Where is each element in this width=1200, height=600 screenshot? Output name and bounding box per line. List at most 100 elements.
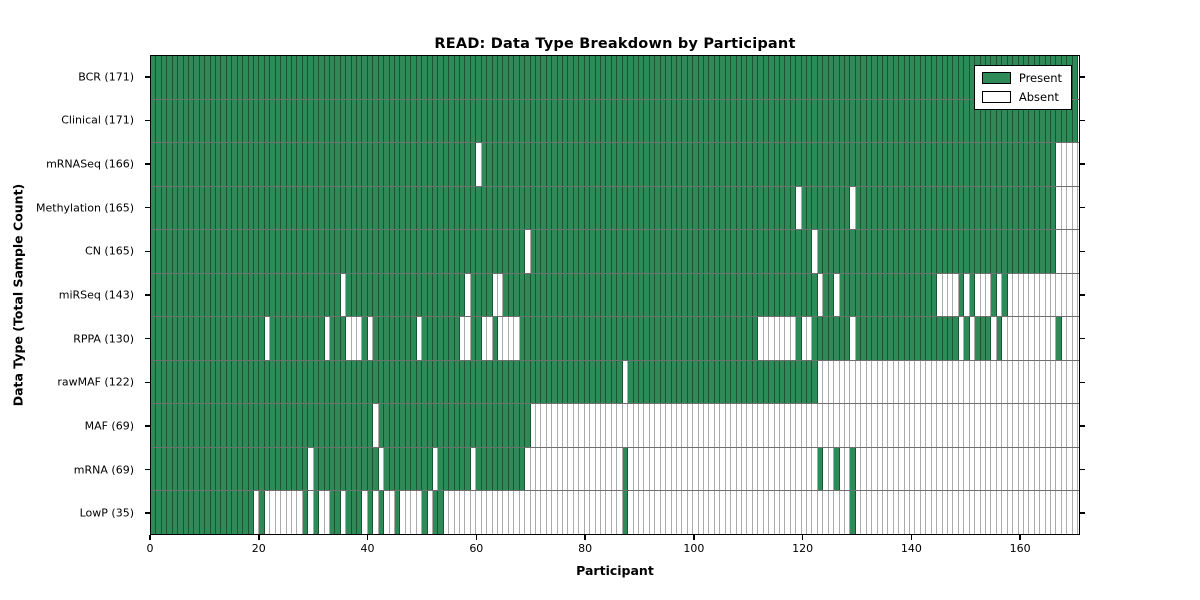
heatmap-cell [232,317,238,360]
heatmap-cell [958,273,965,317]
heatmap-cell [904,230,911,273]
heatmap-cell [931,317,938,360]
heatmap-cell [1051,273,1057,317]
heatmap-cell [915,230,921,273]
heatmap-cell [449,491,455,535]
heatmap-cell [877,56,883,99]
heatmap-cell [741,143,748,186]
heatmap-cell [769,186,775,230]
heatmap-cell [503,230,509,273]
heatmap-cell [405,360,412,404]
heatmap-cell [568,186,574,230]
heatmap-cell [216,317,222,360]
heatmap-cell [671,447,677,491]
heatmap-cell [362,99,368,143]
heatmap-cell [367,404,374,447]
heatmap-cell [281,491,287,535]
heatmap-cell [1045,186,1052,230]
heatmap-cell [514,404,520,447]
heatmap-cell [823,56,829,99]
heatmap-cell [438,230,444,273]
heatmap-cell [638,360,645,404]
heatmap-cell [378,360,385,404]
heatmap-cell [508,491,515,535]
heatmap-cell [302,317,309,360]
x-axis-title: Participant [576,563,654,578]
heatmap-cell [953,56,959,99]
heatmap-cell [628,230,634,273]
heatmap-cell [568,491,574,535]
heatmap-cell [232,273,238,317]
heatmap-cell [704,317,710,360]
heatmap-cell [709,186,715,230]
heatmap-cell [655,447,661,491]
heatmap-cell [454,56,461,99]
heatmap-cell [985,317,992,360]
heatmap-cell [633,56,639,99]
heatmap-cell [541,56,547,99]
heatmap-cell [362,143,368,186]
heatmap-cell [487,273,493,317]
heatmap-cell [931,56,938,99]
heatmap-cell [926,317,932,360]
heatmap-cell [503,447,509,491]
heatmap-cell [1051,230,1057,273]
heatmap-cell [275,99,282,143]
heatmap-cell [807,317,813,360]
heatmap-cell [221,404,227,447]
heatmap-cell [1018,273,1024,317]
heatmap-cell [346,186,352,230]
heatmap-cell [400,360,406,404]
heatmap-cell [725,273,732,317]
heatmap-cell [920,317,927,360]
heatmap-cell [530,56,536,99]
heatmap-cell [855,447,862,491]
heatmap-cell [199,186,206,230]
heatmap-cell [535,143,542,186]
heatmap-cell [1023,317,1030,360]
heatmap-cell [666,186,672,230]
heatmap-cell [243,447,249,491]
heatmap-cell [346,404,352,447]
heatmap-cell [638,230,645,273]
heatmap-cell [210,56,217,99]
heatmap-cell [877,404,883,447]
heatmap-cell [422,273,428,317]
heatmap-cell [796,447,802,491]
heatmap-cell [346,273,352,317]
heatmap-cell [243,273,249,317]
heatmap-cell [205,230,211,273]
heatmap-cell [243,491,249,535]
y-tick-mark [145,294,150,296]
heatmap-cell [877,230,883,273]
heatmap-cell [1034,186,1041,230]
heatmap-cell [855,99,862,143]
heatmap-cell [432,143,439,186]
heatmap-cell [324,143,330,186]
heatmap-cell [893,447,900,491]
heatmap-cell [172,99,179,143]
heatmap-cell [731,186,737,230]
heatmap-cell [671,317,677,360]
heatmap-cell [319,186,325,230]
heatmap-cell [975,447,981,491]
heatmap-cell [384,491,390,535]
heatmap-cell [373,56,379,99]
heatmap-cell [205,186,211,230]
y-tick-mark [145,206,150,209]
heatmap-cell [628,317,634,360]
heatmap-cell [422,99,428,143]
heatmap-cell [281,99,287,143]
heatmap-cell [774,99,780,143]
heatmap-cell [893,99,900,143]
heatmap-cell [1018,230,1024,273]
heatmap-cell [839,186,845,230]
heatmap-cell [769,273,775,317]
heatmap-cell [362,360,368,404]
heatmap-cell [465,56,471,99]
heatmap-cell [308,273,314,317]
heatmap-cell [178,317,184,360]
heatmap-cell [514,186,520,230]
heatmap-cell [194,273,200,317]
heatmap-cell [416,273,423,317]
